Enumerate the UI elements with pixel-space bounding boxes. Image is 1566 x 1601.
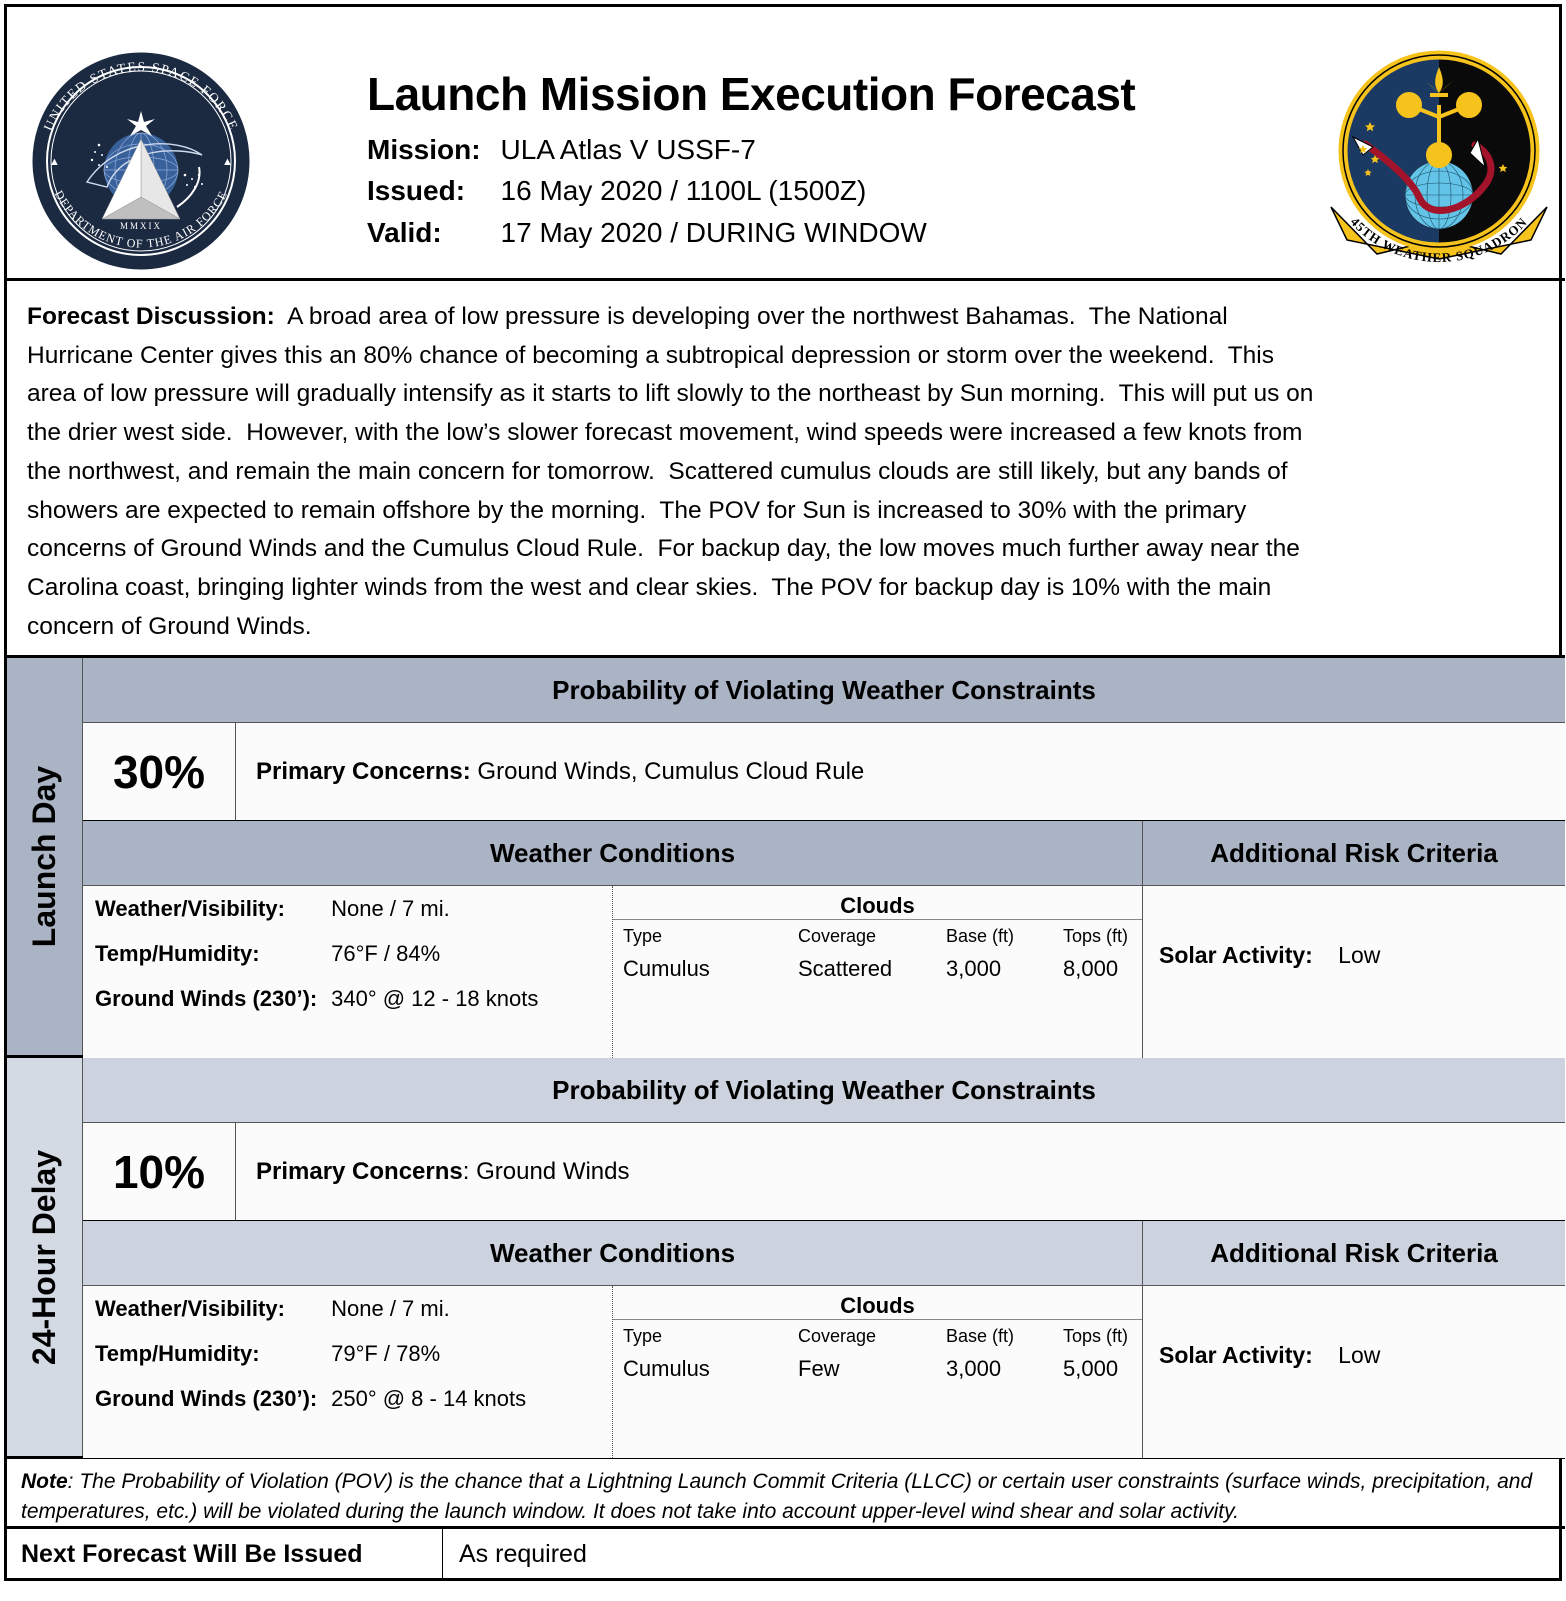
svg-text:▲: ▲ — [49, 156, 60, 168]
svg-text:▲: ▲ — [222, 156, 233, 168]
svg-text:MMXIX: MMXIX — [120, 221, 162, 231]
